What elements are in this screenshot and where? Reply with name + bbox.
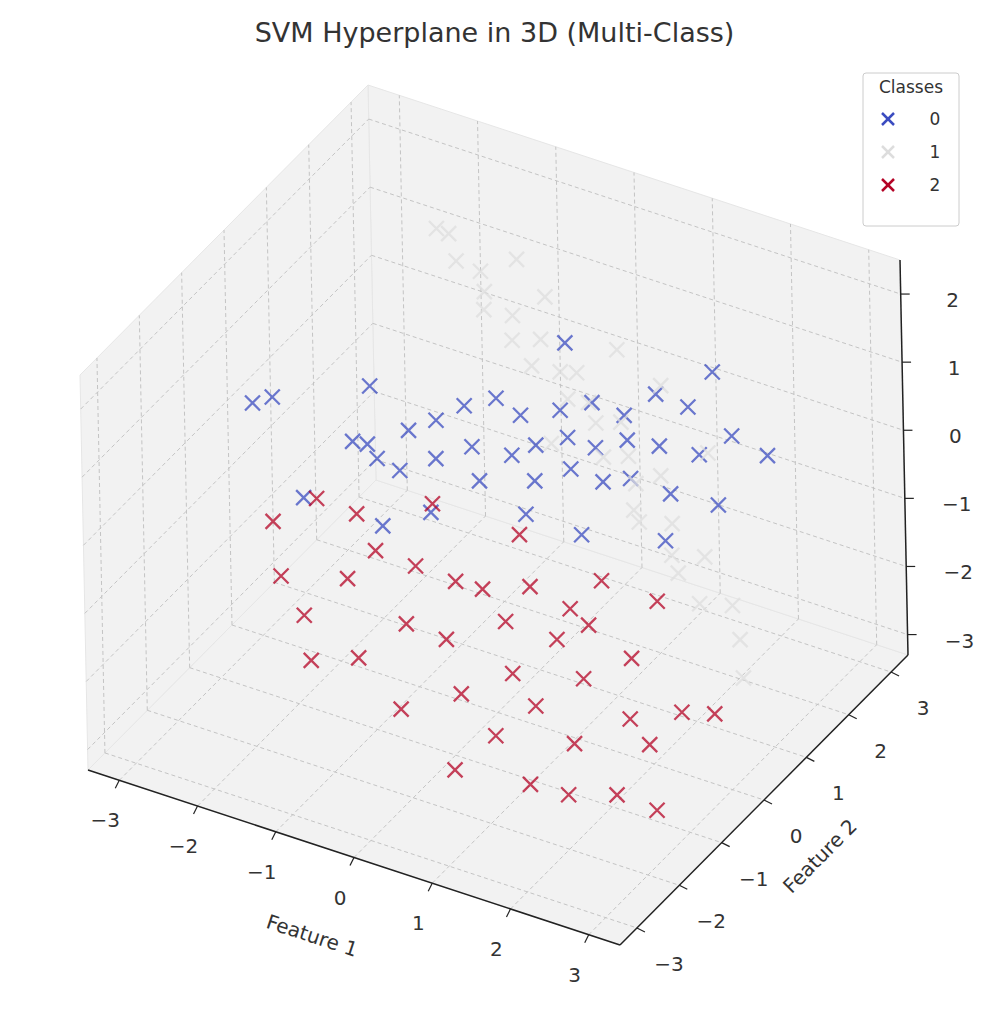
svg-text:0: 0 — [790, 824, 803, 848]
svg-text:1: 1 — [832, 781, 845, 805]
svg-text:Classes: Classes — [879, 77, 943, 97]
svg-text:−3: −3 — [945, 629, 974, 653]
svg-text:3: 3 — [917, 696, 930, 720]
svg-text:3: 3 — [568, 963, 581, 987]
svg-text:−1: −1 — [739, 867, 768, 891]
svg-text:2: 2 — [930, 175, 941, 195]
svg-text:−2: −2 — [697, 909, 726, 933]
svg-text:−3: −3 — [91, 808, 120, 832]
svg-text:1: 1 — [930, 142, 941, 162]
svg-text:1: 1 — [412, 911, 425, 935]
svg-text:−1: −1 — [247, 860, 276, 884]
svg-text:2: 2 — [946, 288, 959, 312]
svg-text:2: 2 — [874, 739, 887, 763]
svg-text:0: 0 — [949, 424, 962, 448]
svg-text:−1: −1 — [942, 492, 971, 516]
svg-text:−3: −3 — [654, 952, 683, 976]
svg-text:0: 0 — [930, 109, 941, 129]
svg-text:−2: −2 — [169, 834, 198, 858]
svg-text:Feature 1: Feature 1 — [263, 909, 360, 961]
svg-text:SVM Hyperplane in 3D (Multi-Cl: SVM Hyperplane in 3D (Multi-Class) — [255, 17, 735, 48]
svg-text:Feature 2: Feature 2 — [778, 814, 862, 898]
svg-text:−2: −2 — [943, 560, 972, 584]
svg-text:2: 2 — [490, 937, 503, 961]
svg-text:1: 1 — [948, 356, 961, 380]
svg-text:0: 0 — [334, 886, 347, 910]
